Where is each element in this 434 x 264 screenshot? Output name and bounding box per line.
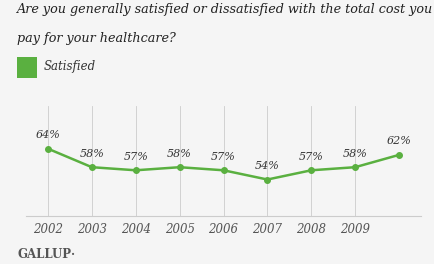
Text: 58%: 58%	[167, 149, 192, 159]
Text: 58%: 58%	[343, 149, 368, 159]
Text: 62%: 62%	[387, 136, 411, 146]
Text: 58%: 58%	[79, 149, 104, 159]
Text: 57%: 57%	[123, 152, 148, 162]
Text: Are you generally satisfied or dissatisfied with the total cost you: Are you generally satisfied or dissatisf…	[17, 3, 434, 16]
Text: GALLUP·: GALLUP·	[17, 248, 76, 261]
Text: 57%: 57%	[299, 152, 324, 162]
Text: pay for your healthcare?: pay for your healthcare?	[17, 32, 176, 45]
Text: 64%: 64%	[36, 130, 60, 140]
Text: 54%: 54%	[255, 161, 280, 171]
Text: Satisfied: Satisfied	[43, 60, 95, 73]
Text: 57%: 57%	[211, 152, 236, 162]
